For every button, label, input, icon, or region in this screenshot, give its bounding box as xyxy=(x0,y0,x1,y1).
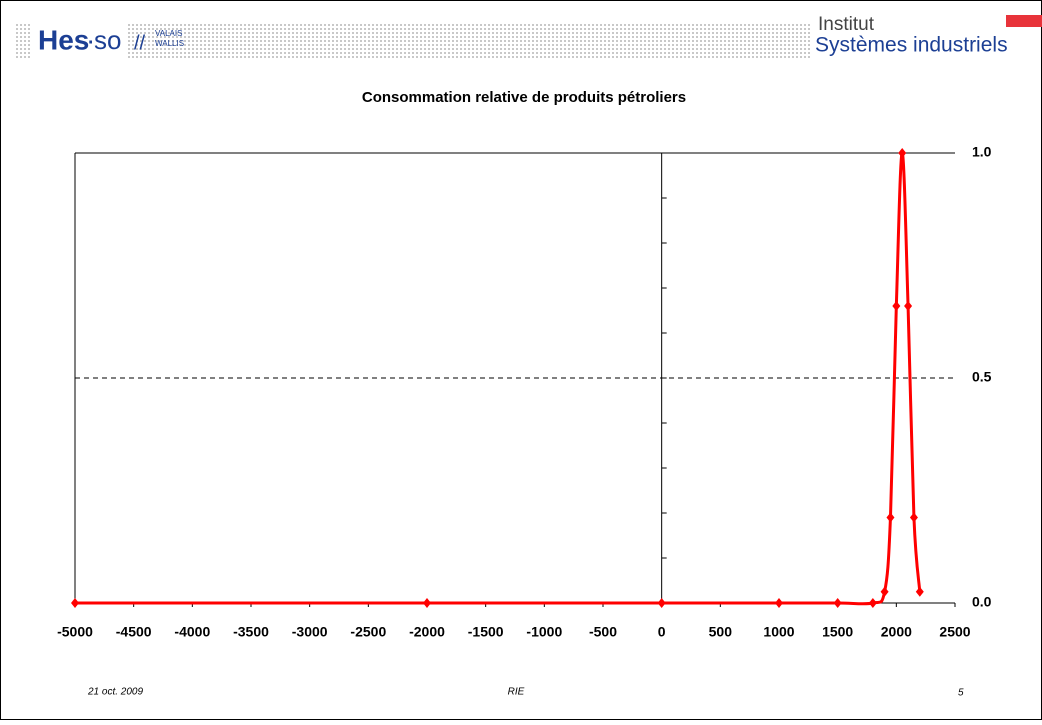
logo-region: WALLIS xyxy=(155,39,184,48)
x-tick-label: 2500 xyxy=(939,624,970,640)
header-dots xyxy=(126,22,812,60)
x-tick-label: -1500 xyxy=(468,624,504,640)
data-point xyxy=(898,148,907,158)
institute: Institut xyxy=(818,14,875,35)
data-point xyxy=(71,598,79,608)
x-tick-label: -5000 xyxy=(57,624,93,640)
footer-date: 21 oct. 2009 xyxy=(87,687,143,698)
y-tick-label: 0.0 xyxy=(972,594,992,610)
x-tick-label: -4000 xyxy=(174,624,210,640)
x-tick-label: -3500 xyxy=(233,624,269,640)
data-point xyxy=(904,301,913,311)
x-tick-label: 1500 xyxy=(822,624,853,640)
data-point xyxy=(868,598,877,608)
data-point xyxy=(833,598,842,608)
data-point xyxy=(880,586,889,597)
chart-title: Consommation relative de produits pétrol… xyxy=(362,89,686,106)
x-tick-label: -2000 xyxy=(409,624,445,640)
x-tick-label: -2500 xyxy=(350,624,386,640)
footer-center: RIE xyxy=(508,687,525,698)
footer-page: 5 xyxy=(958,688,964,699)
data-point xyxy=(915,586,924,597)
header-dots-left xyxy=(14,22,32,60)
x-tick-label: 2000 xyxy=(881,624,912,640)
data-point xyxy=(423,598,431,608)
x-tick-label: 1000 xyxy=(763,624,794,640)
header-accent xyxy=(1006,15,1042,27)
x-tick-label: 0 xyxy=(658,624,666,640)
data-point xyxy=(886,512,895,523)
x-tick-label: -1000 xyxy=(526,624,562,640)
y-tick-label: 1.0 xyxy=(972,144,992,160)
department: Systèmes industriels xyxy=(815,34,1008,57)
logo-so: so xyxy=(94,25,121,55)
data-point xyxy=(657,598,666,608)
logo-hes: Hes xyxy=(38,24,89,55)
logo-region: VALAIS xyxy=(155,29,182,38)
data-point xyxy=(892,301,901,311)
x-tick-label: 500 xyxy=(709,624,733,640)
x-tick-label: -4500 xyxy=(116,624,152,640)
x-tick-label: -500 xyxy=(589,624,617,640)
data-point xyxy=(909,512,918,523)
logo-dot: · xyxy=(86,24,95,55)
logo-slashes: // xyxy=(134,32,146,54)
x-tick-label: -3000 xyxy=(292,624,328,640)
data-point xyxy=(775,598,783,608)
y-tick-label: 0.5 xyxy=(972,369,992,385)
